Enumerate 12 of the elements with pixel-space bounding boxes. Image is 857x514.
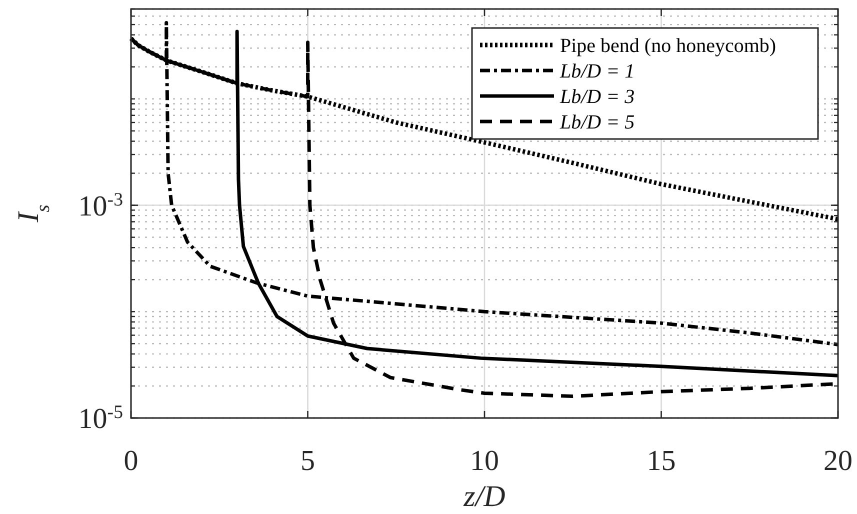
legend-label: Lb/D = 3	[559, 86, 635, 108]
legend-label: Lb/D = 1	[559, 60, 635, 82]
y-tick-label: 10$^{-3}$	[78, 188, 123, 222]
x-axis-title: z/D	[462, 480, 506, 513]
y-tick-label: 10$^{-5}$	[78, 402, 123, 435]
x-tick-label: 20	[824, 445, 852, 477]
legend-label: Lb/D = 5	[559, 112, 635, 134]
legend-label: Pipe bend (no honeycomb)	[560, 35, 776, 57]
x-tick-label: 15	[646, 445, 676, 477]
x-tick-label: 5	[300, 445, 315, 477]
x-tick-label: 10	[470, 445, 499, 477]
x-tick-label: 0	[124, 445, 138, 477]
